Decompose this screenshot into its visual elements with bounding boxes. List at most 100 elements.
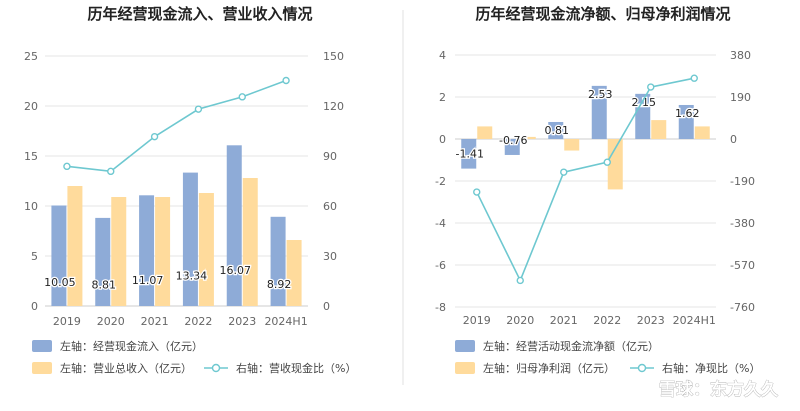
x-tick-label: 2020 (97, 315, 125, 328)
x-tick-label: 2023 (228, 315, 256, 328)
bar-secondary (694, 126, 710, 139)
bar-primary (678, 104, 694, 139)
y-right-tick-label: 380 (730, 49, 751, 62)
bar-data-label: 8.81 (92, 278, 117, 291)
x-axis-ticks: 2019 2020 2021 2022 2023 2024H1 (53, 315, 308, 328)
x-tick-label: 2021 (141, 315, 169, 328)
legend-label-revenue: 左轴：营业总收入（亿元） (60, 361, 192, 375)
line-series (63, 76, 290, 176)
x-axis-ticks: 2019 2020 2021 2022 2023 2024H1 (463, 314, 716, 327)
x-tick-label: 2021 (550, 314, 578, 327)
y-right-tick-label: 120 (323, 100, 344, 113)
bar-secondary (520, 136, 536, 139)
bar-primary (461, 139, 477, 169)
bar-secondary (607, 139, 623, 190)
x-tick-label: 2019 (463, 314, 491, 327)
left-axis-ticks: -8 -6 -4 -2 0 2 4 (435, 49, 446, 314)
legend: 左轴：经营现金流入（亿元） 左轴：营业总收入（亿元） 右轴：营收现金比（%） (32, 339, 356, 375)
bar-primary (95, 217, 111, 306)
left-axis-ticks: 0 5 10 15 20 25 (24, 50, 38, 313)
right-axis-ticks: 0 30 60 90 120 150 (323, 50, 344, 313)
bar-data-label: 2.53 (588, 88, 613, 101)
bar-data-label: 16.07 (220, 264, 252, 277)
chart-title: 历年经营现金流入、营业收入情况 (87, 5, 312, 23)
y-left-tick-label: 4 (439, 49, 446, 62)
bar-primary (270, 216, 286, 306)
bar-secondary (155, 197, 171, 306)
y-right-tick-label: 150 (323, 50, 344, 63)
legend-swatch-net-cash (455, 340, 475, 352)
y-left-tick-label: -2 (435, 175, 446, 188)
y-left-tick-label: 15 (24, 150, 38, 163)
y-left-tick-label: 2 (439, 91, 446, 104)
ratio-point (107, 167, 115, 176)
bar-secondary (477, 126, 493, 139)
y-right-tick-label: 90 (323, 150, 337, 163)
ratio-point (150, 132, 159, 141)
ratio-point (516, 276, 524, 285)
bar-secondary (111, 197, 127, 306)
y-right-tick-label: 0 (323, 300, 330, 313)
x-tick-label: 2020 (506, 314, 534, 327)
y-right-tick-label: -380 (730, 217, 755, 230)
bar-secondary (198, 193, 214, 306)
bar-data-label: -0.76 (499, 134, 527, 147)
bar-primary (139, 195, 155, 306)
y-left-tick-label: -6 (435, 259, 446, 272)
bar-primary (548, 121, 564, 139)
legend-marker-net-ratio (637, 363, 647, 373)
bar-data-label: 2.15 (632, 96, 657, 109)
x-tick-label: 2022 (184, 315, 212, 328)
x-tick-label: 2022 (593, 314, 621, 327)
bar-secondary (67, 186, 83, 306)
y-left-tick-label: 25 (24, 50, 38, 63)
legend-label-cash-inflow: 左轴：经营现金流入（亿元） (60, 339, 203, 353)
ratio-point (63, 162, 71, 171)
ratio-point (194, 105, 203, 113)
bar-data-label: 11.07 (132, 274, 164, 287)
chart-cash-inflow-revenue: 历年经营现金流入、营业收入情况 0 5 10 15 20 25 0 30 60 90 120 150… (24, 5, 356, 375)
legend-label-net-cash: 左轴：经营活动现金流净额（亿元） (483, 339, 659, 353)
ratio-line (476, 77, 695, 283)
bar-primary (635, 93, 651, 139)
y-right-tick-label: -570 (730, 259, 755, 272)
ratio-point (282, 76, 290, 85)
legend-label-net-ratio: 右轴：净现比（%） (662, 361, 760, 375)
bar-data-label: 13.34 (176, 269, 208, 282)
bar-secondary (564, 139, 580, 151)
ratio-point (560, 168, 568, 176)
ratio-point (603, 158, 611, 166)
legend-swatch-cash-inflow (32, 340, 52, 352)
bar-primary (182, 172, 198, 306)
bar-series: -1.41 -0.76 0.81 2.53 2.15 1.62 (454, 85, 710, 190)
y-left-tick-label: 10 (24, 200, 38, 213)
ratio-point (473, 188, 481, 196)
legend-label-net-profit: 左轴：归母净利润（亿元） (483, 361, 615, 375)
y-right-tick-label: -760 (730, 301, 755, 314)
bar-secondary (242, 178, 258, 306)
line-series (473, 74, 698, 285)
y-right-tick-label: 60 (323, 200, 337, 213)
bar-data-label: 1.62 (675, 107, 700, 120)
bar-primary (51, 205, 67, 306)
ratio-line (66, 79, 287, 173)
y-right-tick-label: -190 (730, 175, 755, 188)
ratio-point (238, 93, 246, 101)
bar-primary (504, 139, 520, 155)
y-left-tick-label: 20 (24, 100, 38, 113)
gridlines (455, 54, 716, 308)
bar-data-label: 8.92 (267, 278, 292, 291)
y-left-tick-label: -8 (435, 301, 446, 314)
y-right-tick-label: 0 (730, 133, 737, 146)
bar-series: 10.05 8.81 11.07 13.34 16.07 8.92 (43, 145, 302, 306)
bar-data-label: 10.05 (44, 276, 76, 289)
bar-data-label: 0.81 (545, 124, 570, 137)
chart-title: 历年经营现金流净额、归母净利润情况 (475, 5, 730, 23)
x-tick-label: 2023 (637, 314, 665, 327)
y-left-tick-label: -4 (435, 217, 446, 230)
bar-primary (591, 85, 607, 139)
x-tick-label: 2024H1 (264, 315, 307, 328)
y-left-tick-label: 0 (31, 300, 38, 313)
y-left-tick-label: 5 (31, 250, 38, 263)
